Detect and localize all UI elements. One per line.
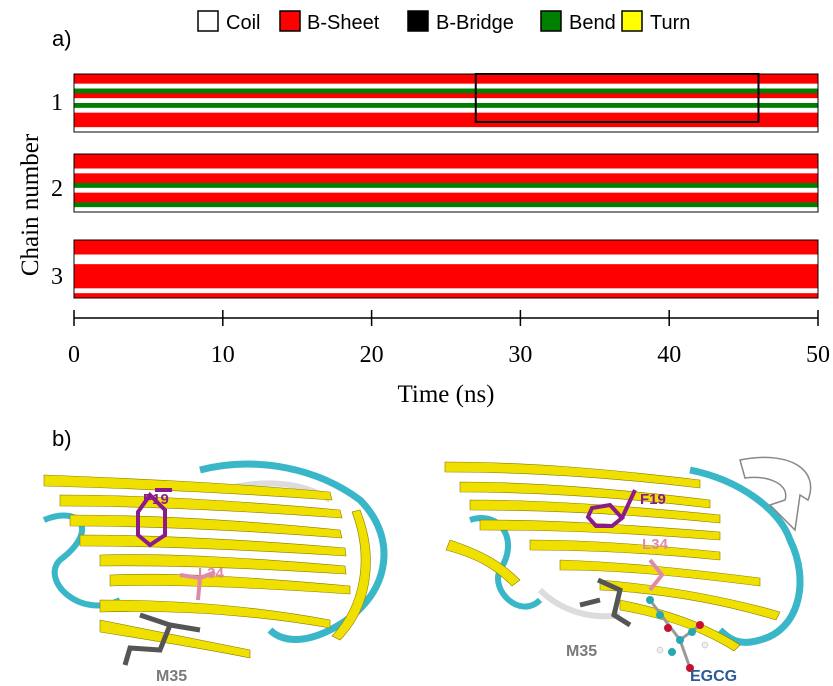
- l34-label-right: L34: [642, 536, 669, 553]
- chain-3-residue-row: [74, 273, 818, 279]
- chain-label-3: 3: [51, 264, 63, 290]
- f19-residue-right: [585, 489, 637, 528]
- chain-2-residue-row: [74, 158, 818, 164]
- chain-3-residue-row: [74, 278, 818, 284]
- chain-3-residue-row: [74, 293, 818, 299]
- x-tick-label: 10: [211, 342, 235, 368]
- legend-label-bend: Bend: [569, 12, 616, 34]
- arrow-icon: [739, 456, 812, 532]
- chain-2-residue-row: [74, 178, 818, 184]
- chain-1-residue-row: [74, 78, 818, 84]
- chain-3-residue-row: [74, 254, 818, 260]
- chain-3-residue-row: [74, 259, 818, 265]
- legend-swatch-bridge: [407, 10, 429, 32]
- x-tick-label: 40: [657, 342, 681, 368]
- loop-left-2: [199, 460, 388, 643]
- coil-right-1: [537, 587, 621, 620]
- legend-label-bridge: B-Bridge: [436, 12, 514, 34]
- m35-label-right: M35: [566, 643, 597, 660]
- chain-3-residue-row: [74, 240, 818, 246]
- chain-2-residue-row: [74, 168, 818, 174]
- x-tick-label: 0: [68, 342, 80, 368]
- chain-2-residue-row: [74, 163, 818, 169]
- chain-3-residue-row: [74, 244, 818, 250]
- x-tick-label: 50: [806, 342, 830, 368]
- chain-2-residue-row: [74, 173, 818, 179]
- chain-1-residue-row: [74, 127, 818, 133]
- structure-right: F19 L34 M35 EGCG: [440, 455, 830, 685]
- dssp-heatmap: [73, 73, 819, 299]
- legend-swatch-turn: [621, 10, 643, 32]
- chain-3-residue-row: [74, 249, 818, 255]
- x-tick-label: 30: [508, 342, 532, 368]
- y-axis-title: Chain number: [17, 133, 44, 276]
- chain-2-residue-row: [74, 197, 818, 203]
- chain-1-residue-row: [74, 74, 818, 80]
- chain-label-1: 1: [51, 90, 63, 116]
- panel-b-label: b): [52, 426, 72, 451]
- l34-residue-right: [648, 558, 665, 592]
- legend-label-coil: Coil: [226, 12, 260, 34]
- l34-label-left: L34: [198, 565, 225, 582]
- chain-1-residue-row: [74, 112, 818, 118]
- chain-label-2: 2: [51, 176, 63, 202]
- chain-1-residue-row: [74, 122, 818, 128]
- chain-1-residue-row: [74, 88, 818, 94]
- chain-3-residue-row: [74, 288, 818, 294]
- egcg-molecule: [646, 596, 709, 672]
- legend-swatch-bend: [540, 10, 562, 32]
- chain-3-border: [73, 239, 819, 299]
- m35-label-left: M35: [156, 668, 187, 685]
- x-axis-title: Time (ns): [397, 381, 494, 408]
- f19-residue-left: [136, 488, 172, 548]
- chain-1-residue-row: [74, 117, 818, 123]
- legend-swatch-coil: [197, 10, 219, 32]
- chain-2-residue-row: [74, 207, 818, 213]
- legend: Coil B-Sheet B-Bridge Bend Turn: [197, 10, 690, 34]
- chain-3-residue-row: [74, 283, 818, 289]
- x-tick-label: 20: [360, 342, 384, 368]
- m35-residue-left: [122, 612, 201, 666]
- chain-1-residue-row: [74, 93, 818, 99]
- chain-1-residue-row: [74, 107, 818, 113]
- legend-label-sheet: B-Sheet: [307, 12, 380, 34]
- f19-label-right: F19: [640, 491, 666, 508]
- chain-2-border: [73, 153, 819, 213]
- chain-2-residue-row: [74, 183, 818, 189]
- sheet-right: [444, 461, 781, 652]
- highlight-box: [474, 73, 760, 123]
- legend-label-turn: Turn: [650, 12, 690, 34]
- chain-1-residue-row: [74, 103, 818, 109]
- structure-left: F19 L34 M35: [40, 460, 405, 685]
- x-axis: 0 10 20 30 40 50: [68, 310, 830, 368]
- chain-2-residue-row: [74, 202, 818, 208]
- chain-1-border: [73, 73, 819, 133]
- chain-2-residue-row: [74, 154, 818, 160]
- chain-2-residue-row: [74, 187, 818, 193]
- panel-a-label: a): [52, 26, 72, 51]
- chain-3-residue-row: [74, 264, 818, 270]
- chain-2-residue-row: [74, 192, 818, 198]
- chain-1-residue-row: [74, 83, 818, 89]
- loop-right-2: [689, 466, 804, 646]
- chain-1-residue-row: [74, 98, 818, 104]
- f19-label-left: F19: [143, 491, 169, 508]
- legend-swatch-sheet: [279, 10, 301, 32]
- egcg-label: EGCG: [690, 668, 737, 685]
- l34-residue-left: [179, 570, 216, 601]
- m35-residue-right: [579, 577, 632, 628]
- chain-3-residue-row: [74, 269, 818, 275]
